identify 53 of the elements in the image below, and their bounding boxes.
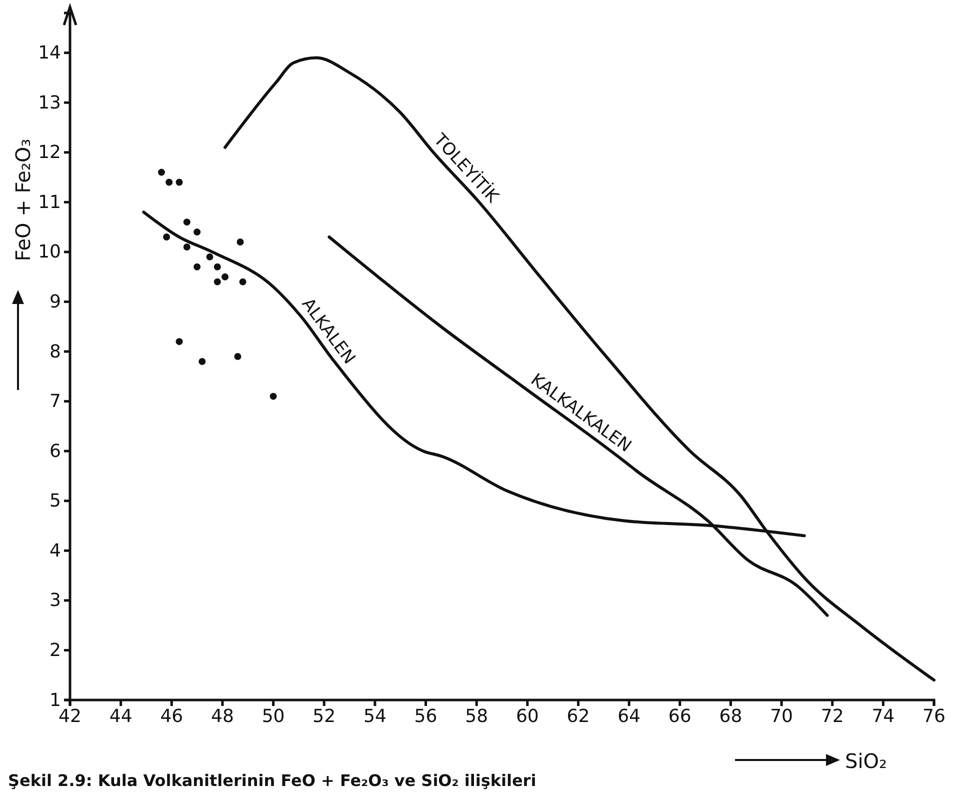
x-tick-label: 58 (465, 706, 488, 727)
point (239, 278, 246, 286)
y-axis-title: FeO + Fe₂O₃ (11, 138, 35, 262)
x-tick-label: 72 (820, 706, 844, 727)
y-tick-label: 11 (38, 192, 61, 213)
y-tick-label: 12 (38, 142, 61, 164)
point (214, 263, 221, 270)
y-tick-label: 10 (38, 242, 61, 263)
point (163, 234, 170, 241)
x-tick-label: 56 (414, 706, 438, 727)
point (194, 228, 201, 236)
x-tick-label: 46 (160, 706, 184, 727)
point (198, 358, 206, 365)
x-tick-label: 50 (262, 706, 285, 727)
text: Şekil 2.9: Kula Volkanitlerinin FeO + Fe₂O₃ ve SiO₂ ilişkileri (8, 771, 536, 790)
x-tick-label: 60 (516, 706, 539, 727)
y-tick-label: 7 (50, 391, 61, 412)
y-tick-label: 5 (50, 490, 61, 512)
point (214, 278, 221, 286)
point (176, 338, 183, 346)
y-tick-label: 4 (50, 540, 61, 562)
x-tick-label: 48 (211, 706, 234, 727)
y-tick-label: 1 (50, 690, 61, 711)
y-tick-label: 3 (50, 590, 61, 612)
point (236, 238, 244, 246)
point (183, 218, 190, 226)
x-tick-label: 44 (109, 706, 132, 727)
point (176, 178, 183, 186)
x-tick-label: 74 (872, 706, 895, 727)
x-tick-label: 66 (668, 706, 692, 727)
point (166, 178, 173, 186)
x-tick-label: 76 (922, 706, 946, 727)
point (206, 253, 214, 260)
point (222, 273, 229, 280)
y-tick-label: 14 (38, 42, 61, 64)
x-tick-label: 68 (719, 706, 742, 727)
x-tick-label: 62 (566, 706, 590, 727)
x-axis-title: SiO₂ (845, 749, 888, 773)
point (194, 263, 201, 270)
y-tick-label: 8 (50, 341, 61, 362)
y-tick-label: 9 (50, 292, 61, 312)
point (158, 168, 165, 176)
y-tick-label: 6 (50, 440, 61, 462)
point (234, 353, 242, 360)
x-tick-label: 52 (312, 706, 336, 727)
point (183, 243, 190, 250)
point (270, 392, 277, 400)
x-tick-label: 64 (618, 706, 641, 727)
y-tick-label: 2 (50, 640, 61, 661)
x-tick-label: 54 (363, 706, 386, 727)
x-tick-label: 42 (58, 706, 82, 727)
x-tick-label: 70 (770, 706, 793, 727)
y-tick-label: 13 (38, 92, 61, 114)
